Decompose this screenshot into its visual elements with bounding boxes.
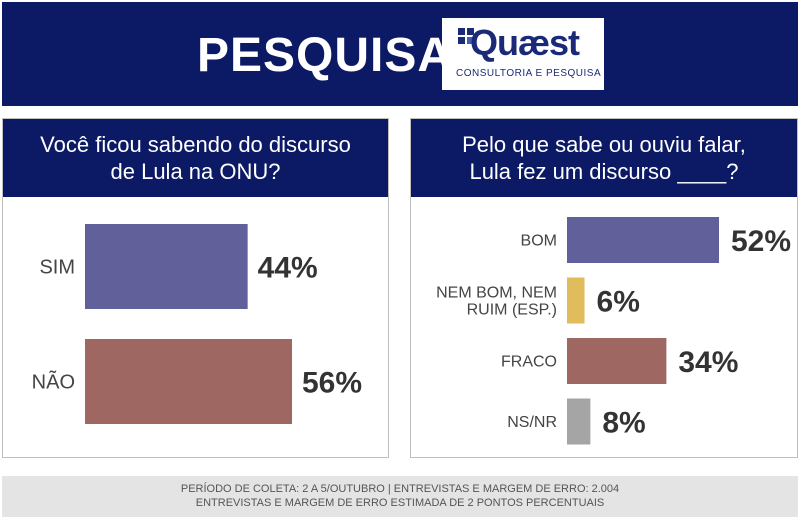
bar (85, 339, 292, 424)
category-label: NEM BOM, NEM (436, 285, 557, 302)
header-banner: PESQUISA Quæst CONSULTORIA E PESQUISA (2, 2, 798, 106)
right-question-line1: Pelo que sabe ou ouviu falar, (462, 132, 746, 157)
methodology-footer: PERÍODO DE COLETA: 2 A 5/OUTUBRO | ENTRE… (2, 476, 798, 517)
quaest-logo: Quæst CONSULTORIA E PESQUISA (442, 18, 604, 90)
category-label: RUIM (ESP.) (467, 302, 557, 319)
value-label: 8% (602, 406, 645, 439)
footer-line1: PERÍODO DE COLETA: 2 A 5/OUTUBRO | ENTRE… (180, 483, 620, 495)
right-question-line2: Lula fez um discurso ____? (469, 159, 739, 184)
value-label: 56% (302, 366, 362, 399)
category-label: BOM (521, 233, 557, 250)
left-question-line2: de Lula na ONU? (110, 159, 281, 184)
bar (567, 277, 585, 324)
logo-wordmark: Quæst (470, 22, 580, 63)
value-label: 34% (678, 346, 738, 379)
bar (567, 338, 667, 384)
value-label: 52% (731, 225, 791, 258)
awareness-bar-chart: SIM 44% NÃO 56% (32, 224, 362, 424)
value-label: 6% (597, 285, 640, 318)
category-label: NÃO (32, 370, 75, 394)
category-label: SIM (39, 257, 75, 279)
bar (85, 224, 248, 309)
footer-line2: ENTREVISTAS E MARGEM DE ERRO ESTIMADA DE… (195, 497, 605, 509)
logo-grid-icon (458, 28, 474, 44)
category-label: NS/NR (507, 414, 557, 431)
left-question-panel: Você ficou sabendo do discurso de Lula n… (2, 118, 389, 458)
value-label: 44% (258, 251, 318, 284)
right-question-header: Pelo que sabe ou ouviu falar, Lula fez u… (411, 119, 797, 197)
left-question-header: Você ficou sabendo do discurso de Lula n… (3, 119, 388, 197)
category-label: FRACO (501, 354, 557, 371)
left-question-line1: Você ficou sabendo do discurso (40, 132, 351, 157)
bar (567, 217, 719, 263)
right-question-panel: Pelo que sabe ou ouviu falar, Lula fez u… (410, 118, 798, 458)
bar (567, 398, 591, 445)
logo-tagline: CONSULTORIA E PESQUISA (456, 68, 602, 79)
page-title: PESQUISA (197, 29, 454, 82)
